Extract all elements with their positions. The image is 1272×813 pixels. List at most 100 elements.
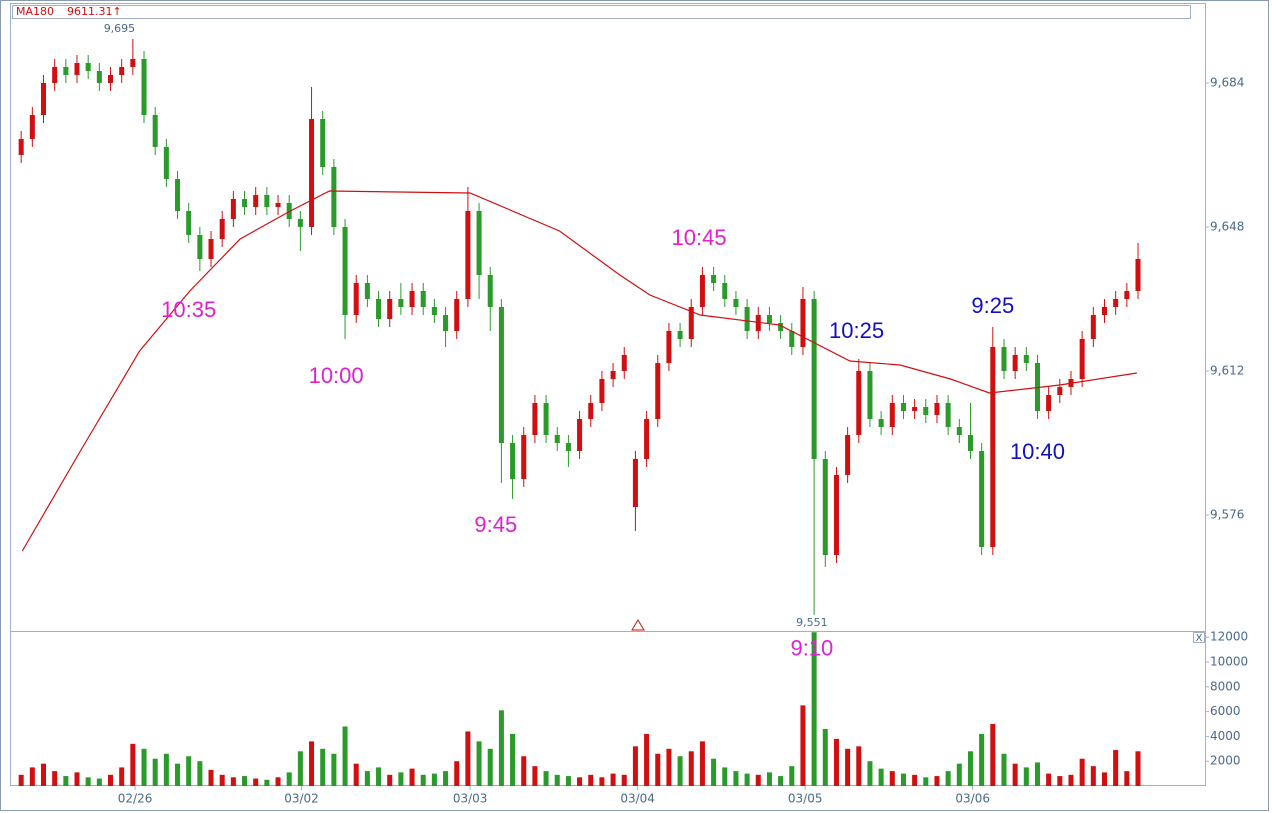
volume-bar bbox=[856, 746, 862, 786]
volume-bar bbox=[40, 763, 47, 786]
candle-body bbox=[409, 291, 415, 307]
ma-line bbox=[21, 190, 1137, 552]
candle-body bbox=[29, 115, 35, 139]
time-annotation: 9:10 bbox=[790, 635, 833, 660]
x-tick-label: 02/26 bbox=[118, 792, 153, 806]
candle-body bbox=[878, 419, 884, 427]
candle-body bbox=[1090, 315, 1096, 339]
volume-bar bbox=[498, 710, 504, 786]
volume-bar bbox=[755, 774, 761, 786]
volume-bar bbox=[219, 774, 225, 786]
candle-body bbox=[867, 371, 873, 419]
candle-body bbox=[744, 307, 750, 331]
candle-body bbox=[130, 59, 136, 67]
volume-bar bbox=[945, 771, 951, 786]
volume-bar bbox=[1079, 758, 1085, 786]
candle-body bbox=[733, 299, 739, 307]
close-button-label[interactable]: X bbox=[1196, 633, 1203, 644]
volume-bar bbox=[420, 774, 426, 786]
time-annotation: 10:00 bbox=[309, 363, 364, 388]
x-tick-label: 03/04 bbox=[620, 792, 655, 806]
candle-body bbox=[1001, 347, 1007, 371]
candle-body bbox=[219, 219, 225, 239]
candle-body bbox=[1046, 395, 1052, 411]
volume-bar bbox=[387, 774, 393, 786]
candle-body bbox=[889, 403, 895, 427]
candle-body bbox=[40, 83, 47, 115]
volume-bar bbox=[186, 756, 192, 786]
candle-body bbox=[454, 299, 460, 331]
candle-body bbox=[487, 275, 493, 307]
volume-bar bbox=[912, 774, 918, 786]
candle-body bbox=[588, 403, 594, 419]
close-button[interactable] bbox=[1193, 632, 1205, 643]
volume-bar bbox=[900, 773, 906, 786]
volume-bar bbox=[85, 777, 91, 786]
volume-bar bbox=[610, 773, 616, 786]
candle-body bbox=[152, 115, 158, 147]
volume-bar bbox=[454, 761, 460, 786]
candle-body bbox=[610, 371, 616, 379]
volume-bar bbox=[1001, 753, 1007, 786]
volume-bar bbox=[1046, 773, 1052, 786]
volume-tick-label: 8000 bbox=[1210, 679, 1241, 693]
y-tick-label: 9,684 bbox=[1210, 76, 1244, 90]
volume-tick-label: 4000 bbox=[1210, 729, 1241, 743]
volume-bar bbox=[677, 756, 683, 786]
candle-body bbox=[1079, 339, 1085, 379]
candle-body bbox=[74, 63, 80, 75]
volume-bar bbox=[353, 763, 359, 786]
price-label: 9,551 bbox=[796, 616, 828, 629]
candle-body bbox=[1012, 355, 1018, 371]
volume-bar bbox=[230, 777, 236, 786]
volume-bar bbox=[599, 777, 605, 786]
candle-body bbox=[297, 219, 303, 227]
candle-body bbox=[253, 195, 259, 207]
volume-bar bbox=[644, 733, 650, 786]
volume-bar bbox=[119, 767, 125, 786]
y-tick-label: 9,612 bbox=[1210, 364, 1244, 378]
volume-tick-label: 6000 bbox=[1210, 704, 1241, 718]
legend-name: MA180 bbox=[16, 5, 54, 18]
volume-bar bbox=[588, 774, 594, 786]
volume-bar bbox=[443, 771, 449, 786]
candle-body bbox=[510, 443, 516, 479]
candle-body bbox=[175, 179, 181, 211]
x-tick-label: 03/06 bbox=[955, 792, 990, 806]
volume-bar bbox=[487, 748, 493, 786]
candle-body bbox=[577, 419, 583, 451]
volume-bar bbox=[1068, 774, 1074, 786]
volume-bar bbox=[1057, 776, 1063, 786]
volume-bar bbox=[867, 761, 873, 786]
candle-body bbox=[845, 435, 851, 475]
volume-bar bbox=[543, 771, 549, 786]
marker-triangle bbox=[631, 619, 645, 631]
candle-body bbox=[1023, 355, 1029, 363]
volume-bar bbox=[554, 774, 560, 786]
volume-bar bbox=[409, 768, 415, 786]
volume-bar bbox=[577, 777, 583, 786]
candle-body bbox=[387, 299, 393, 319]
volume-bar bbox=[979, 733, 985, 786]
candle-body bbox=[141, 59, 147, 115]
volume-bar bbox=[532, 766, 538, 786]
candle-body bbox=[990, 347, 996, 547]
candle-body bbox=[1113, 299, 1119, 307]
volume-bar bbox=[655, 753, 661, 786]
time-annotation: 9:25 bbox=[971, 293, 1014, 318]
volume-bar bbox=[789, 766, 795, 786]
candle-body bbox=[554, 435, 560, 443]
candle-body bbox=[18, 139, 24, 155]
volume-bar bbox=[722, 767, 728, 786]
legend-value: 9611.31↑ bbox=[67, 5, 122, 18]
candle-body bbox=[85, 63, 91, 71]
candle-body bbox=[800, 299, 806, 347]
candle-body bbox=[420, 291, 426, 307]
candle-body bbox=[1101, 307, 1107, 315]
volume-bar bbox=[141, 748, 147, 786]
volume-tick-label: 10000 bbox=[1210, 655, 1248, 669]
candle-body bbox=[822, 459, 828, 555]
candle-body bbox=[912, 407, 918, 411]
